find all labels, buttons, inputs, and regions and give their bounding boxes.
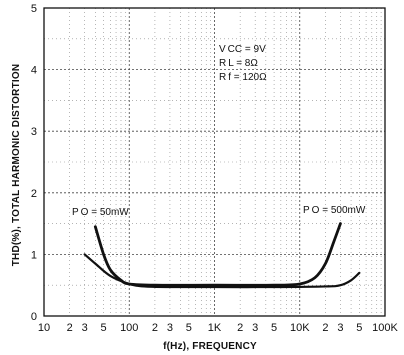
y-axis-label: THD(%), TOTAL HARMONIC DISTORTION	[11, 64, 22, 267]
x-tick-label: 100	[120, 322, 138, 334]
x-tick-label: 5	[356, 322, 362, 334]
x-tick-label: 5	[186, 322, 192, 334]
series-label-500mw: P O = 500mW	[303, 205, 366, 216]
plot-frame	[43, 7, 386, 317]
x-tick-label: 2	[152, 322, 158, 334]
series-label-50mw: P O = 50mW	[72, 207, 129, 218]
y-tick-label: 3	[31, 126, 37, 138]
condition-rf: R f = 120Ω	[219, 72, 267, 83]
y-tick-label: 2	[31, 188, 37, 200]
x-tick-label: 3	[337, 322, 343, 334]
condition-vcc: V CC = 9V	[219, 44, 266, 55]
y-tick-label: 0	[31, 311, 37, 323]
x-tick-label: 3	[167, 322, 173, 334]
x-tick-label: 2	[67, 322, 73, 334]
x-tick-label: 5	[271, 322, 277, 334]
x-tick-label: 2	[322, 322, 328, 334]
x-axis-label: f(Hz), FREQUENCY	[163, 341, 257, 352]
y-tick-labels: 0 1 2 3 4 5	[31, 3, 37, 323]
x-tick-label: 3	[82, 322, 88, 334]
x-tick-label: 10	[38, 322, 50, 334]
x-tick-label: 10K	[290, 322, 310, 334]
series-lines	[83, 222, 361, 289]
x-tick-label: 100K	[372, 322, 398, 334]
x-tick-label: 2	[237, 322, 243, 334]
y-tick-label: 4	[31, 65, 37, 77]
y-tick-label: 1	[31, 249, 37, 261]
x-tick-labels: 10 2 3 5 100 2 3 5 1K 2 3 5 10K 2 3 5 100K	[38, 322, 399, 334]
series-line-50mw	[83, 253, 361, 289]
grid	[44, 8, 385, 316]
x-tick-label: 3	[252, 322, 258, 334]
y-tick-label: 5	[31, 3, 37, 15]
series-line-500mw	[93, 222, 342, 287]
x-tick-label: 5	[101, 322, 107, 334]
x-tick-label: 1K	[208, 322, 222, 334]
condition-rl: R L = 8Ω	[219, 58, 258, 69]
